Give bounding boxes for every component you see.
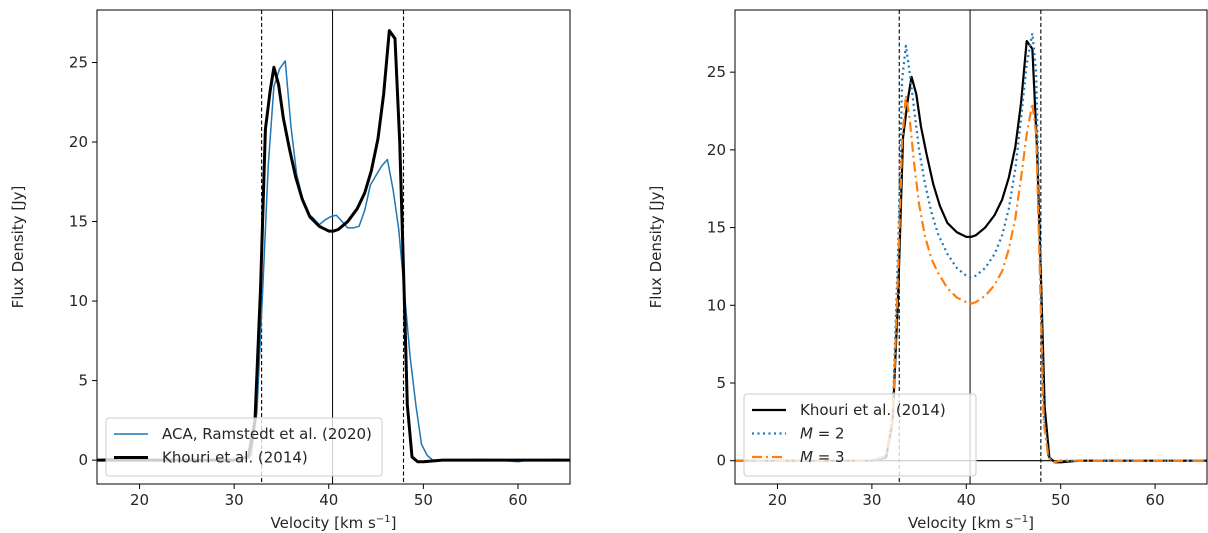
y-tick-label: 5: [716, 374, 726, 392]
series-line-1: [97, 29, 570, 464]
x-tick-label: 20: [130, 491, 149, 509]
series-line-0: [97, 60, 570, 463]
legend: ACA, Ramstedt et al. (2020) Khouri et al.…: [105, 417, 383, 477]
axes-frame: [96, 9, 571, 485]
x-tick-label: 50: [414, 491, 433, 509]
legend-label-0: ACA, Ramstedt et al. (2020): [162, 425, 372, 443]
x-axis-label: Velocity [km s−1]: [271, 514, 397, 532]
axes-frame: [734, 9, 1208, 485]
x-tick-label: 20: [768, 491, 787, 509]
y-tick-label: 10: [707, 296, 726, 314]
legend-label-0: Khouri et al. (2014): [800, 401, 946, 419]
y-tick-label: 10: [69, 292, 88, 310]
chart-panel-right: 20 30 40 50 60 0 5 10 15 20 25 Velocity [km s−1] Flu…: [647, 9, 1208, 532]
y-tick-label: 0: [78, 451, 88, 469]
x-axis-label: Velocity [km s−1]: [908, 514, 1034, 532]
legend: Khouri et al. (2014) M = 2 M = 3: [743, 393, 977, 477]
legend-label-1: Khouri et al. (2014): [162, 449, 308, 467]
x-tick-label: 60: [508, 491, 527, 509]
x-tick-label: 40: [319, 491, 338, 509]
legend-label-2: M = 3: [800, 448, 845, 466]
chart-panel-left: 20 30 40 50 60 0 5 10 15 20 25 Velocity [km s−1] Flu…: [9, 9, 571, 532]
y-tick-label: 15: [707, 219, 726, 237]
y-axis-label: Flux Density [Jy]: [647, 186, 665, 309]
x-tick-label: 30: [225, 491, 244, 509]
y-tick-label: 15: [69, 213, 88, 231]
y-tick-label: 5: [78, 372, 88, 390]
x-tick-label: 50: [1051, 491, 1070, 509]
y-tick-label: 20: [69, 133, 88, 151]
x-tick-label: 40: [957, 491, 976, 509]
legend-label-1: M = 2: [800, 425, 845, 443]
y-axis-label: Flux Density [Jy]: [9, 186, 27, 309]
y-tick-label: 25: [69, 53, 88, 71]
x-tick-label: 60: [1146, 491, 1165, 509]
x-tick-label: 30: [862, 491, 881, 509]
series-line-2: [735, 94, 1207, 464]
y-tick-label: 20: [707, 141, 726, 159]
y-tick-label: 0: [716, 452, 726, 470]
y-tick-label: 25: [707, 63, 726, 81]
